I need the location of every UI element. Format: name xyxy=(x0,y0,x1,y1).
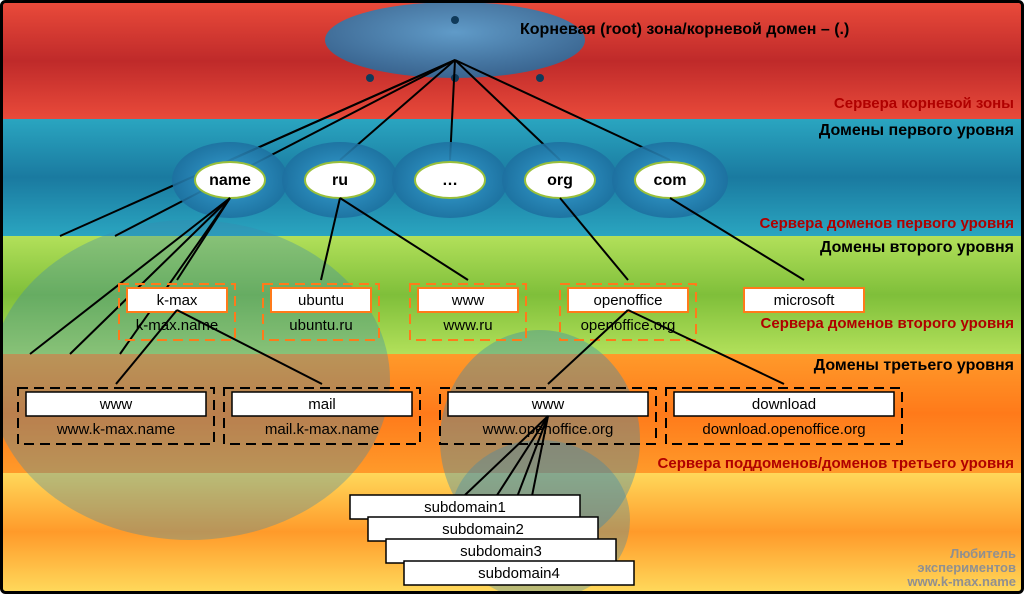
svg-text:www: www xyxy=(531,396,565,413)
svg-text:экспериментов: экспериментов xyxy=(917,560,1016,575)
svg-text:download: download xyxy=(752,396,816,413)
svg-text:Сервера доменов первого уровня: Сервера доменов первого уровня xyxy=(759,215,1014,232)
svg-text:subdomain3: subdomain3 xyxy=(460,543,542,560)
svg-text:Любитель: Любитель xyxy=(950,546,1016,561)
svg-text:subdomain2: subdomain2 xyxy=(442,521,524,538)
svg-text:subdomain4: subdomain4 xyxy=(478,565,560,582)
svg-text:Сервера корневой зоны: Сервера корневой зоны xyxy=(834,95,1014,112)
svg-text:microsoft: microsoft xyxy=(774,292,836,309)
svg-text:Домены первого уровня: Домены первого уровня xyxy=(819,122,1014,139)
svg-text:org: org xyxy=(547,172,573,189)
svg-text:mail: mail xyxy=(308,396,336,413)
svg-text:openoffice: openoffice xyxy=(594,292,663,309)
svg-text:www.k-max.name: www.k-max.name xyxy=(906,574,1016,589)
svg-text:download.openoffice.org: download.openoffice.org xyxy=(702,421,865,438)
svg-text:www: www xyxy=(99,396,133,413)
svg-text:subdomain1: subdomain1 xyxy=(424,499,506,516)
svg-text:ubuntu.ru: ubuntu.ru xyxy=(289,317,352,334)
svg-text:Домены третьего уровня: Домены третьего уровня xyxy=(814,357,1014,374)
svg-text:www.k-max.name: www.k-max.name xyxy=(56,421,175,438)
svg-text:Сервера поддоменов/доменов тре: Сервера поддоменов/доменов третьего уров… xyxy=(658,455,1014,472)
svg-text:Сервера доменов второго уровня: Сервера доменов второго уровня xyxy=(761,315,1014,332)
svg-text:com: com xyxy=(654,172,687,189)
svg-text:…: … xyxy=(442,172,458,189)
svg-text:www: www xyxy=(451,292,485,309)
svg-text:Домены второго уровня: Домены второго уровня xyxy=(820,239,1014,256)
root-title: Корневая (root) зона/корневой домен – (.… xyxy=(520,21,849,38)
svg-text:mail.k-max.name: mail.k-max.name xyxy=(265,421,379,438)
svg-text:ubuntu: ubuntu xyxy=(298,292,344,309)
svg-text:name: name xyxy=(209,172,251,189)
svg-text:www.ru: www.ru xyxy=(442,317,492,334)
svg-text:ru: ru xyxy=(332,172,348,189)
svg-text:k-max: k-max xyxy=(157,292,198,309)
